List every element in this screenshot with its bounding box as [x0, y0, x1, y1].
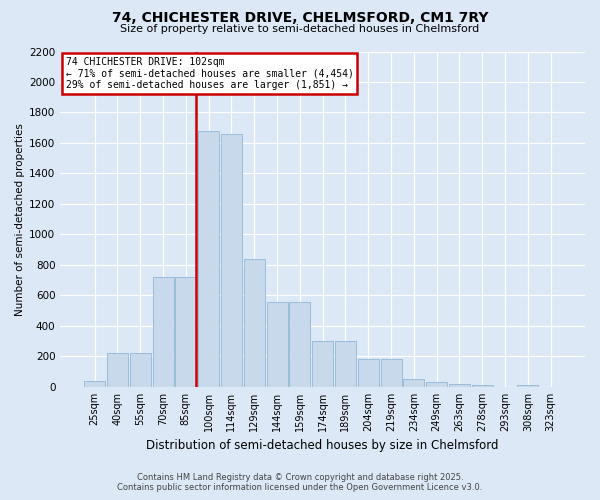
Text: Contains HM Land Registry data © Crown copyright and database right 2025.
Contai: Contains HM Land Registry data © Crown c…	[118, 472, 482, 492]
Bar	[244, 259, 265, 387]
X-axis label: Distribution of semi-detached houses by size in Chelmsford: Distribution of semi-detached houses by …	[146, 440, 499, 452]
Bar	[198, 131, 219, 387]
Y-axis label: Number of semi-detached properties: Number of semi-detached properties	[15, 123, 25, 316]
Bar	[175, 277, 196, 387]
Bar	[107, 352, 128, 387]
Text: Size of property relative to semi-detached houses in Chelmsford: Size of property relative to semi-detach…	[121, 24, 479, 34]
Bar	[266, 302, 287, 387]
Bar	[221, 134, 242, 387]
Bar	[358, 360, 379, 387]
Bar	[426, 382, 447, 387]
Bar	[403, 378, 424, 387]
Text: 74 CHICHESTER DRIVE: 102sqm
← 71% of semi-detached houses are smaller (4,454)
29: 74 CHICHESTER DRIVE: 102sqm ← 71% of sem…	[65, 56, 353, 90]
Bar	[472, 386, 493, 387]
Bar	[152, 277, 173, 387]
Bar	[380, 360, 401, 387]
Bar	[84, 381, 105, 387]
Bar	[312, 341, 333, 387]
Bar	[289, 302, 310, 387]
Bar	[335, 341, 356, 387]
Bar	[517, 386, 538, 387]
Bar	[130, 352, 151, 387]
Text: 74, CHICHESTER DRIVE, CHELMSFORD, CM1 7RY: 74, CHICHESTER DRIVE, CHELMSFORD, CM1 7R…	[112, 12, 488, 26]
Bar	[449, 384, 470, 387]
